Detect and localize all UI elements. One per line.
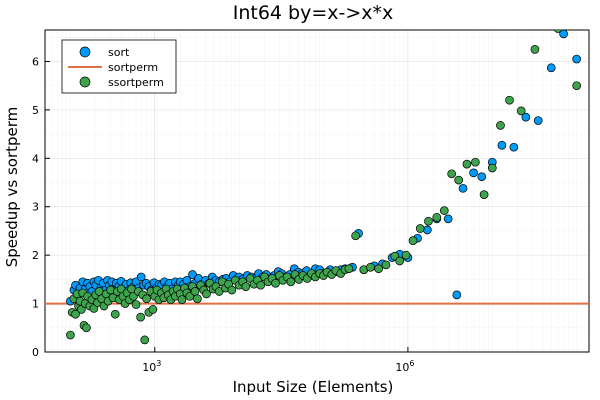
point-ssortperm <box>66 330 75 340</box>
point-ssortperm <box>140 335 150 345</box>
y-tick-label: 1 <box>32 298 39 311</box>
point-ssortperm <box>177 295 187 305</box>
point-ssortperm <box>496 121 505 130</box>
point-sort <box>509 142 519 152</box>
point-ssortperm <box>241 282 251 291</box>
point-ssortperm <box>401 250 411 260</box>
point-ssortperm <box>148 305 158 314</box>
point-ssortperm <box>543 14 551 22</box>
y-tick-label: 3 <box>32 201 39 214</box>
point-sort <box>533 116 543 125</box>
point-ssortperm <box>374 264 384 274</box>
point-ssortperm <box>454 175 464 185</box>
point-ssortperm <box>439 206 449 215</box>
point-ssortperm <box>505 95 514 105</box>
point-ssortperm <box>142 294 151 304</box>
x-tick-label: 103 <box>142 359 161 374</box>
point-ssortperm <box>110 309 120 319</box>
point-sort <box>452 290 462 300</box>
point-ssortperm <box>344 264 354 274</box>
point-sort <box>136 272 146 282</box>
point-sort <box>469 168 478 178</box>
y-tick-label: 2 <box>32 249 39 262</box>
point-sort <box>572 54 582 64</box>
x-axis-label: Input Size (Elements) <box>233 378 394 396</box>
plot-area <box>45 14 589 345</box>
point-ssortperm <box>462 159 472 169</box>
point-ssortperm <box>516 106 526 116</box>
legend-label-sortperm: sortperm <box>108 61 158 74</box>
point-ssortperm <box>432 213 442 222</box>
series-ssortperm <box>66 14 582 345</box>
point-ssortperm <box>82 323 91 333</box>
point-ssortperm <box>71 309 80 319</box>
legend-marker-ssortperm <box>79 76 91 88</box>
point-sort <box>521 112 531 122</box>
point-ssortperm <box>136 312 145 322</box>
point-ssortperm <box>395 256 405 266</box>
point-ssortperm <box>131 300 141 309</box>
point-sort <box>458 183 468 193</box>
point-ssortperm <box>572 81 582 91</box>
point-sort <box>497 140 507 150</box>
point-ssortperm <box>227 285 237 295</box>
point-ssortperm <box>530 45 540 54</box>
point-ssortperm <box>415 224 425 233</box>
point-sort <box>559 30 568 39</box>
point-ssortperm <box>256 280 266 290</box>
point-ssortperm <box>190 287 200 296</box>
point-sort <box>546 63 556 73</box>
y-tick-label: 4 <box>32 152 39 165</box>
point-ssortperm <box>487 163 497 173</box>
point-ssortperm <box>479 190 489 199</box>
chart-title: Int64 by=x->x*x <box>233 2 394 24</box>
point-ssortperm <box>366 262 375 272</box>
plot-frame <box>44 29 590 353</box>
point-ssortperm <box>271 278 280 288</box>
point-ssortperm <box>471 157 480 167</box>
point-ssortperm <box>202 289 211 299</box>
point-sort <box>188 270 197 279</box>
point-ssortperm <box>408 236 418 245</box>
point-ssortperm <box>553 30 563 33</box>
series-layer <box>45 14 589 345</box>
point-ssortperm <box>193 294 202 304</box>
y-tick-label: 5 <box>32 104 39 117</box>
y-tick-label: 0 <box>32 346 39 359</box>
point-sort <box>423 225 432 235</box>
y-tick-label: 6 <box>32 55 39 68</box>
point-sort <box>477 172 487 182</box>
legend: sort sortperm ssortperm <box>61 39 177 94</box>
point-ssortperm <box>424 216 433 226</box>
point-ssortperm <box>447 169 457 179</box>
legend-marker-sort <box>79 46 91 58</box>
point-ssortperm <box>381 260 391 270</box>
point-sort <box>443 214 453 224</box>
x-tick-label: 106 <box>395 359 414 374</box>
legend-label-ssortperm: ssortperm <box>108 76 164 89</box>
legend-label-sort: sort <box>108 46 130 59</box>
y-axis-label: Speedup vs sortperm <box>3 107 21 268</box>
point-ssortperm <box>286 277 296 287</box>
point-ssortperm <box>351 231 360 241</box>
